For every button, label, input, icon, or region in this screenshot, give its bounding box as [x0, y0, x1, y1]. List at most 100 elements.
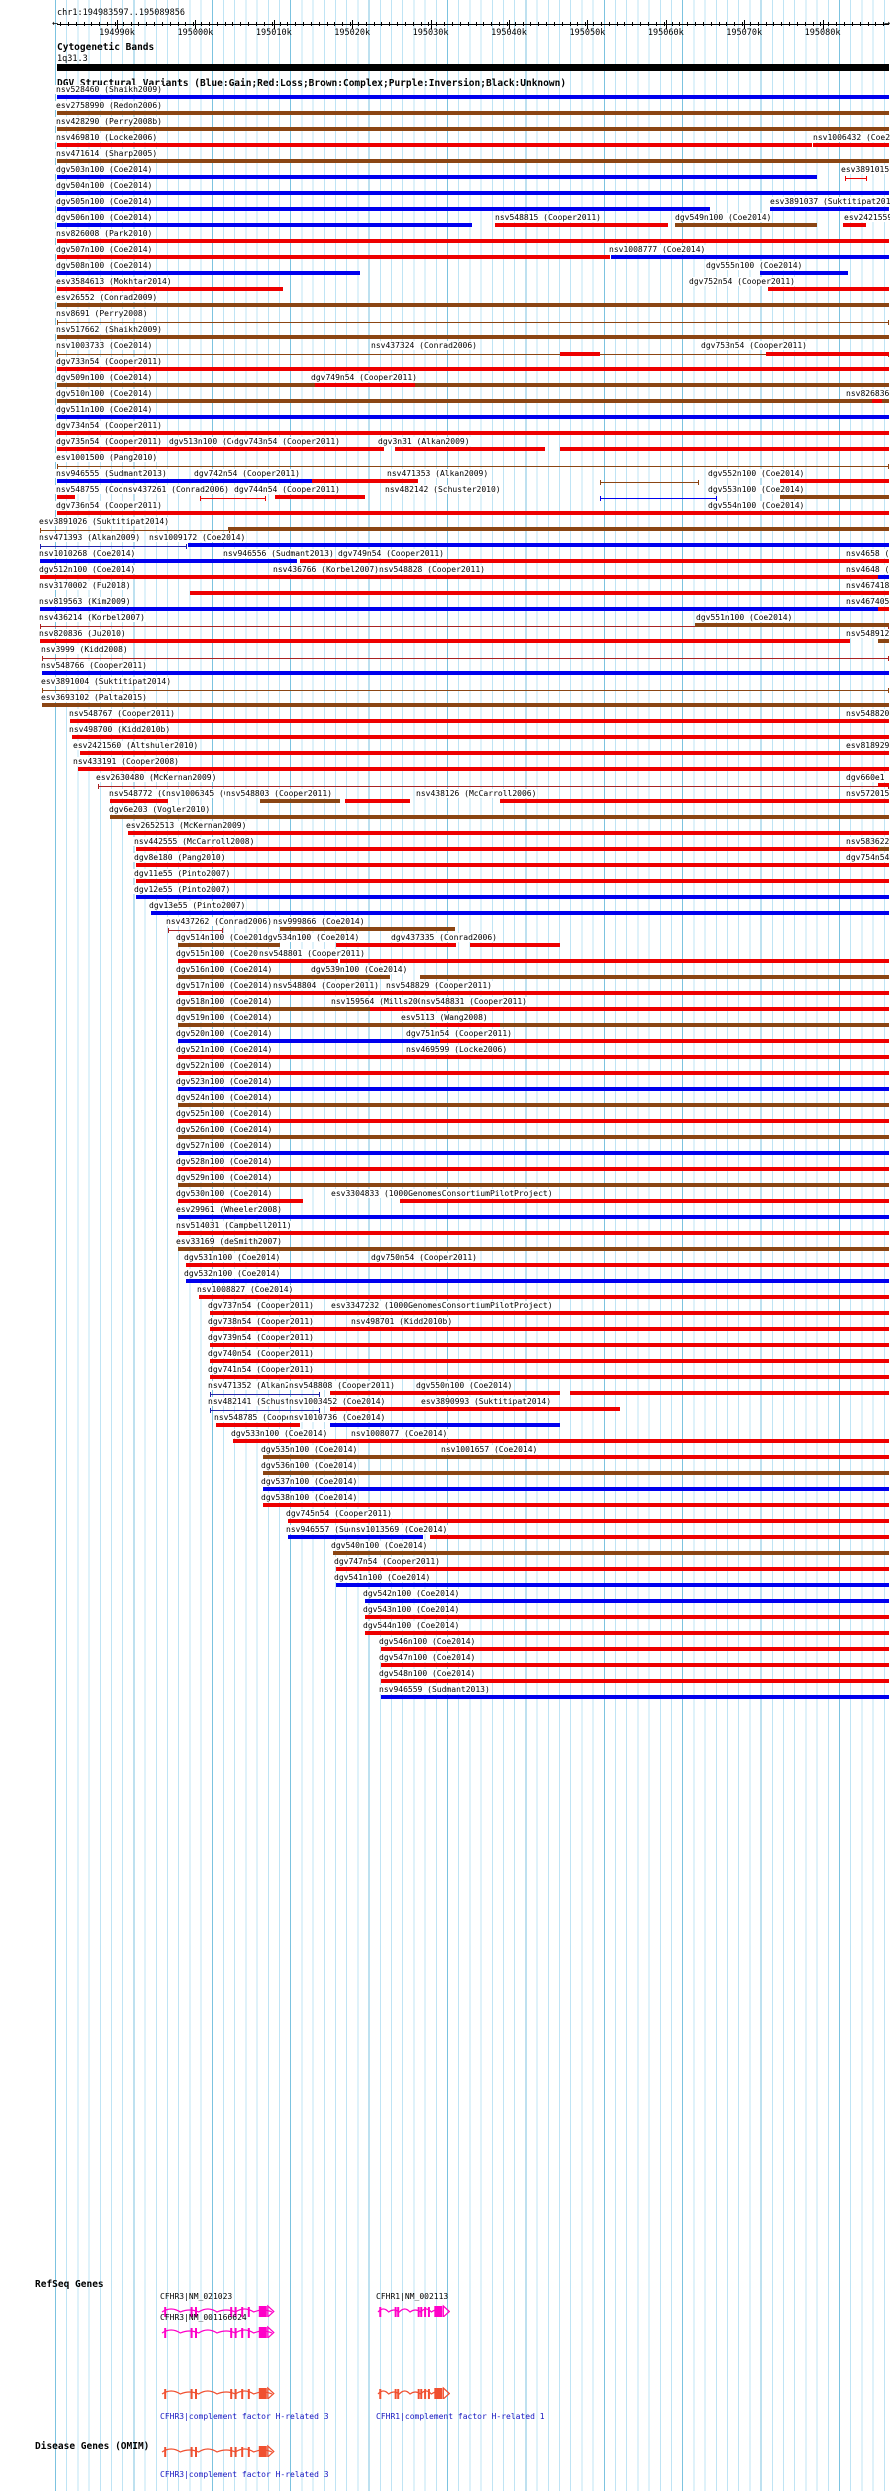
variant-bar[interactable] — [210, 1375, 889, 1379]
variant-bar[interactable] — [768, 287, 889, 291]
variant-bar[interactable] — [57, 111, 889, 115]
variant-label[interactable]: dgv519n100 (Coe2014) — [175, 1013, 274, 1022]
variant-bar[interactable] — [80, 751, 889, 755]
variant-bar[interactable] — [199, 1295, 889, 1299]
variant-label[interactable]: dgv539n100 (Coe2014) — [310, 965, 409, 974]
variant-label[interactable]: nsv437261 (Conrad2006) — [122, 485, 230, 494]
variant-label[interactable]: dgv3n31 (Alkan2009) — [377, 437, 471, 446]
variant-bar[interactable] — [766, 352, 889, 356]
variant-label[interactable]: dgv503n100 (Coe2014) — [55, 165, 154, 174]
variant-label[interactable]: dgv742n54 (Cooper2011) — [193, 469, 301, 478]
variant-bar[interactable] — [178, 991, 390, 995]
variant-span-line[interactable] — [845, 178, 867, 179]
variant-bar[interactable] — [878, 559, 889, 563]
variant-label[interactable]: nsv1010268 (Coe2014) — [38, 549, 137, 558]
variant-label[interactable]: dgv536n100 (Coe2014) — [260, 1461, 359, 1470]
variant-label[interactable]: dgv749n54 (Cooper2011) — [310, 373, 418, 382]
variant-bar[interactable] — [336, 1567, 889, 1571]
variant-label[interactable]: nsv1001657 (Coe2014) — [440, 1445, 539, 1454]
variant-label[interactable]: nsv3999 (Kidd2008) — [40, 645, 129, 654]
variant-label[interactable]: dgv528n100 (Coe2014) — [175, 1157, 274, 1166]
variant-label[interactable]: nsv437324 (Conrad2006) — [370, 341, 478, 350]
variant-label[interactable]: dgv532n100 (Coe2014) — [183, 1269, 282, 1278]
variant-bar[interactable] — [381, 1695, 889, 1699]
variant-bar[interactable] — [312, 479, 418, 483]
variant-label[interactable]: dgv533n100 (Coe2014) — [230, 1429, 329, 1438]
refseq-gene-label[interactable]: CFHR3|NM_021023 — [160, 2292, 233, 2301]
variant-label[interactable]: dgv517n100 (Coe2014) — [175, 981, 274, 990]
variant-label[interactable]: esv33169 (deSmith2007) — [175, 1237, 283, 1246]
ruler-left-arrow-icon[interactable]: ← — [52, 18, 59, 29]
variant-label[interactable]: dgv535n100 (Coe2014) — [260, 1445, 359, 1454]
variant-bar[interactable] — [151, 911, 889, 915]
variant-bar[interactable] — [878, 575, 889, 579]
variant-bar[interactable] — [178, 1135, 889, 1139]
variant-bar[interactable] — [395, 447, 545, 451]
variant-label[interactable]: nsv946559 (Sudmant2013) — [378, 1685, 491, 1694]
variant-bar[interactable] — [178, 943, 280, 947]
variant-bar[interactable] — [128, 831, 889, 835]
variant-bar[interactable] — [288, 1535, 423, 1539]
variant-bar[interactable] — [560, 447, 889, 451]
variant-label[interactable]: dgv515n100 (Coe2014) — [175, 949, 274, 958]
variant-span-line[interactable] — [40, 530, 230, 531]
variant-label[interactable]: nsv469599 (Locke2006) — [405, 1045, 509, 1054]
variant-bar[interactable] — [57, 271, 360, 275]
variant-bar[interactable] — [336, 943, 456, 947]
variant-label[interactable]: nsv517662 (Shaikh2009) — [55, 325, 163, 334]
variant-label[interactable]: esv3693102 (Palta2015) — [40, 693, 148, 702]
variant-label[interactable]: nsv548912 (Cooper2011) — [845, 629, 890, 638]
variant-label[interactable]: dgv529n100 (Coe2014) — [175, 1173, 274, 1182]
variant-bar[interactable] — [178, 1183, 889, 1187]
variant-label[interactable]: dgv754n54 (Cooper2011) — [845, 853, 890, 862]
variant-bar[interactable] — [878, 783, 889, 787]
variant-span-line[interactable] — [57, 354, 889, 355]
variant-bar[interactable] — [72, 735, 889, 739]
variant-bar[interactable] — [675, 223, 817, 227]
variant-span-line[interactable] — [200, 498, 266, 499]
variant-bar[interactable] — [495, 223, 668, 227]
variant-bar[interactable] — [878, 863, 889, 867]
variant-span-line[interactable] — [600, 482, 699, 483]
variant-label[interactable]: dgv506n100 (Coe2014) — [55, 213, 154, 222]
variant-label[interactable]: nsv4658 (Iafrate2004) — [845, 549, 890, 558]
variant-label[interactable]: dgv11e55 (Pinto2007) — [133, 869, 232, 878]
variant-label[interactable]: dgv522n100 (Coe2014) — [175, 1061, 274, 1070]
variant-bar[interactable] — [70, 719, 889, 723]
variant-label[interactable]: dgv549n100 (Coe2014) — [674, 213, 773, 222]
variant-span-line[interactable] — [57, 322, 889, 323]
variant-bar[interactable] — [300, 559, 440, 563]
variant-label[interactable]: dgv555n100 (Coe2014) — [705, 261, 804, 270]
variant-label[interactable]: esv3304833 (1000GenomesConsortiumPilotPr… — [330, 1189, 554, 1198]
variant-label[interactable]: nsv4648 (Iafrate2004) — [845, 565, 890, 574]
variant-bar[interactable] — [500, 1407, 620, 1411]
variant-bar[interactable] — [110, 815, 889, 819]
variant-bar[interactable] — [57, 447, 295, 451]
variant-bar[interactable] — [381, 1663, 889, 1667]
variant-label[interactable]: nsv819563 (Kim2009) — [38, 597, 132, 606]
variant-label[interactable]: nsv433191 (Cooper2008) — [72, 757, 180, 766]
variant-label[interactable]: dgv750n54 (Cooper2011) — [370, 1253, 478, 1262]
variant-bar[interactable] — [570, 1391, 889, 1395]
variant-span-line[interactable] — [40, 626, 889, 627]
variant-label[interactable]: dgv751n54 (Cooper2011) — [405, 1029, 513, 1038]
variant-bar[interactable] — [280, 575, 390, 579]
variant-label[interactable]: nsv999866 (Coe2014) — [272, 917, 366, 926]
variant-label[interactable]: nsv1003452 (Coe2014) — [288, 1397, 387, 1406]
variant-bar[interactable] — [365, 1599, 889, 1603]
variant-label[interactable]: nsv471353 (Alkan2009) — [386, 469, 490, 478]
variant-bar[interactable] — [136, 879, 889, 883]
variant-bar[interactable] — [57, 255, 610, 259]
variant-label[interactable]: nsv1008827 (Coe2014) — [196, 1285, 295, 1294]
variant-bar[interactable] — [57, 479, 312, 483]
variant-bar[interactable] — [57, 175, 817, 179]
variant-bar[interactable] — [760, 271, 848, 275]
variant-bar[interactable] — [136, 895, 889, 899]
variant-label[interactable]: nsv467405 (Conrad2010) — [845, 597, 890, 606]
variant-label[interactable]: dgv508n100 (Coe2014) — [55, 261, 154, 270]
variant-label[interactable]: dgv518n100 (Coe2014) — [175, 997, 274, 1006]
variant-span-line[interactable] — [42, 690, 889, 691]
variant-label[interactable]: nsv548808 (Cooper2011) — [288, 1381, 396, 1390]
variant-bar[interactable] — [420, 975, 889, 979]
variant-label[interactable]: dgv12e55 (Pinto2007) — [133, 885, 232, 894]
